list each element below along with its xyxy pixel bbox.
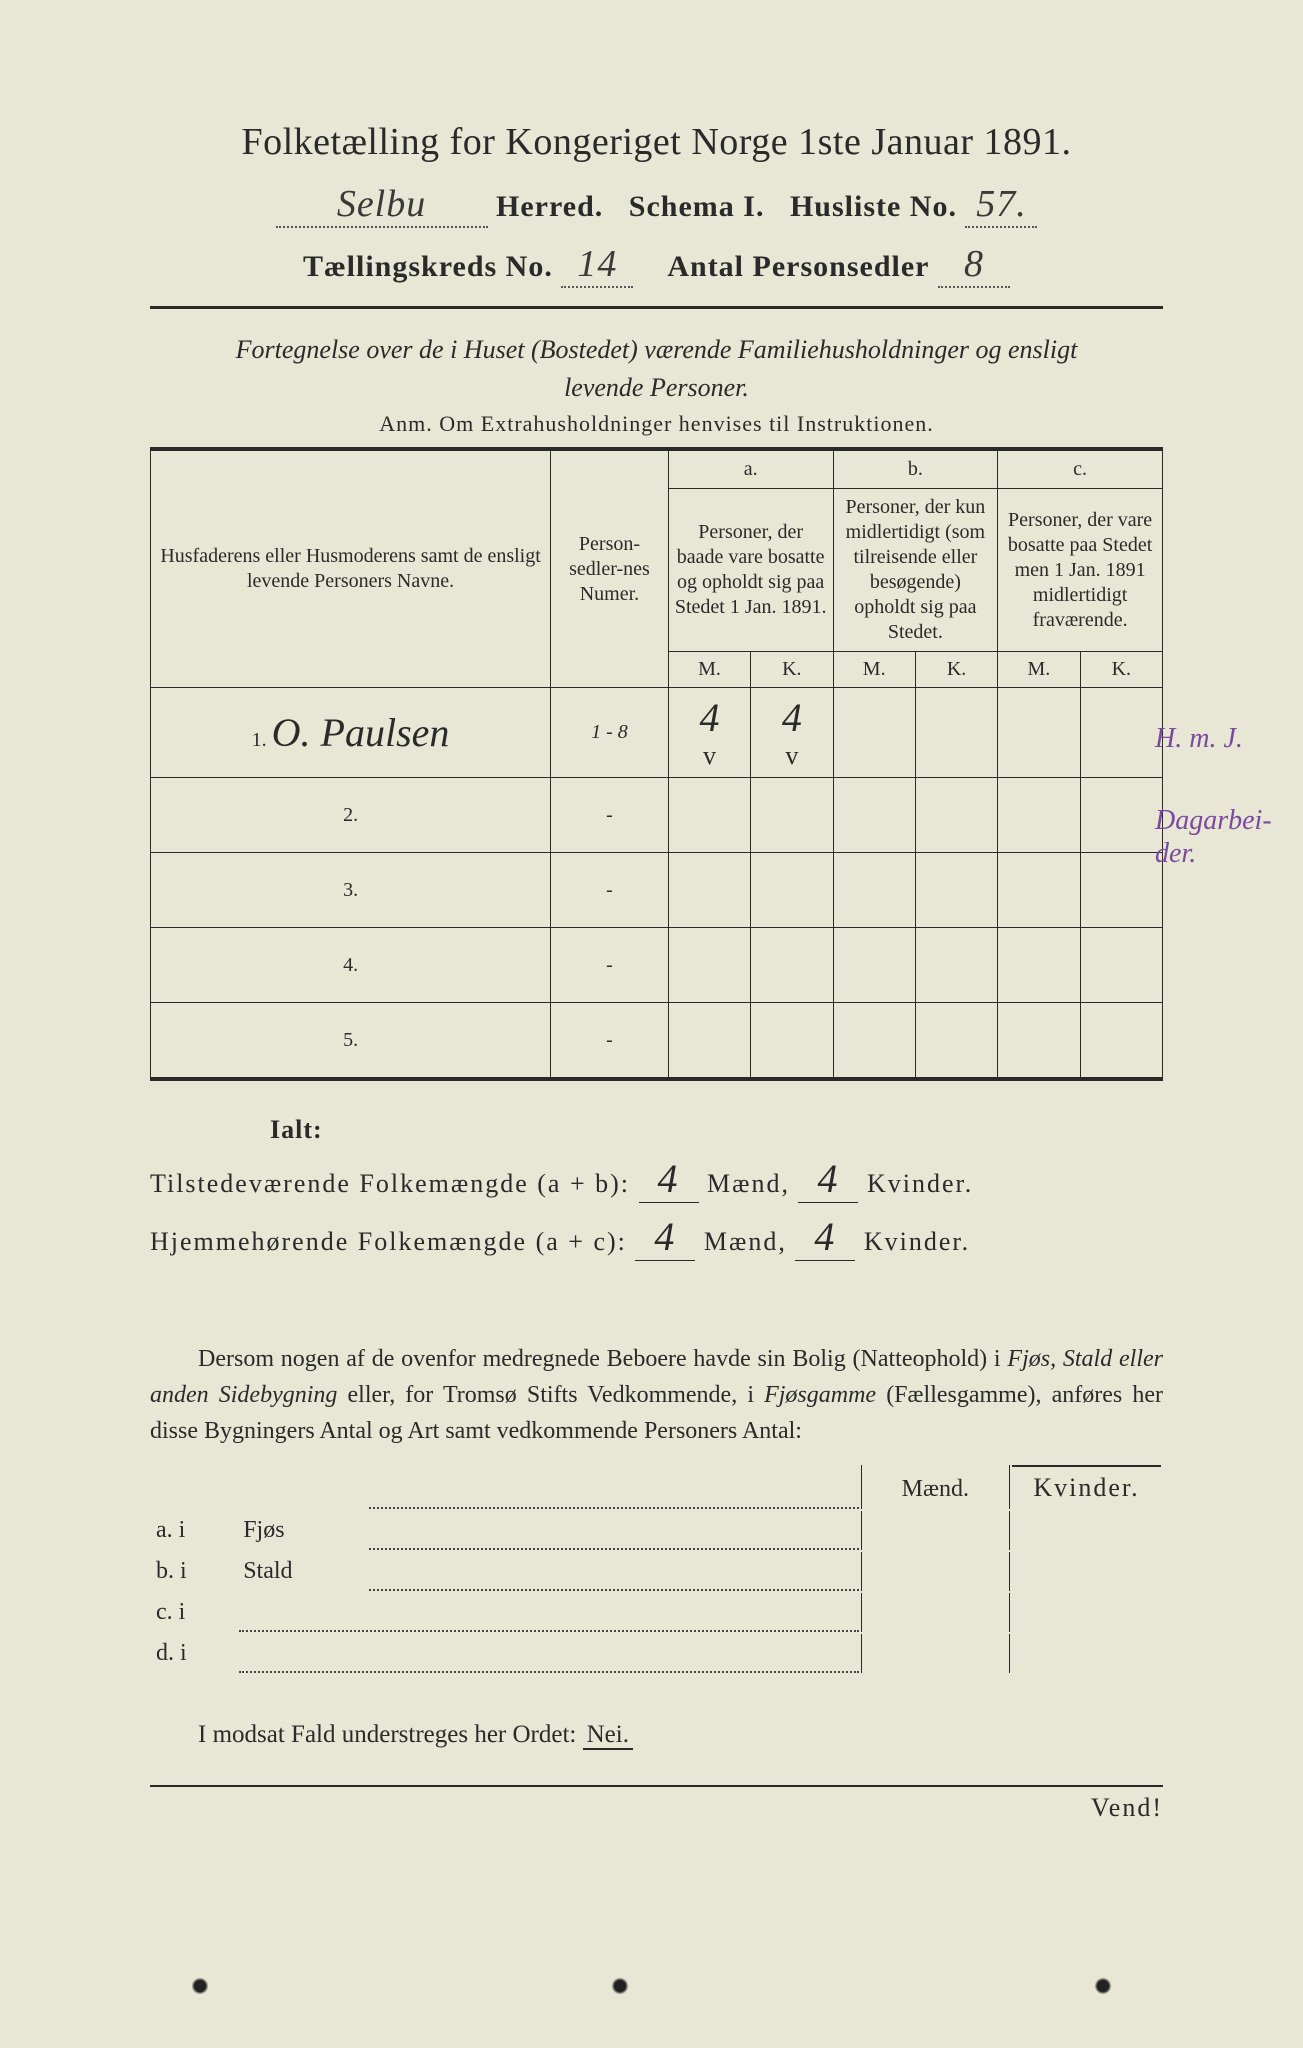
a-M: M. [668,652,750,688]
margin-annotation: H. m. J. Dagarbei- der. [1155,722,1285,871]
chk: v [757,741,826,771]
table-row: 3. - [151,853,1163,928]
maend-label: Mænd, [704,1227,787,1256]
cell-cK [1080,688,1162,778]
header-line-3: Tællingskreds No. 14 Antal Personsedler … [150,242,1163,288]
anm-note: Anm. Om Extrahusholdninger henvises til … [150,411,1163,437]
antal-no: 8 [938,242,1010,288]
main-table: Husfaderens eller Husmoderens samt de en… [150,447,1163,1081]
antal-label: Antal Personsedler [667,250,929,283]
val: 4 [675,694,744,741]
page-title: Folketælling for Kongeriget Norge 1ste J… [150,120,1163,164]
r1-m: 4 [639,1155,699,1203]
table-row: 4. - [151,928,1163,1003]
punch-hole-icon [190,1976,210,1996]
cell-bK [915,688,997,778]
row-num: 3. [151,853,551,928]
col-name-text: Husfaderens eller Husmoderens samt de en… [160,545,540,592]
cell-aK: 4v [751,688,833,778]
margin-l1: H. m. J. [1155,722,1285,756]
r1-k: 4 [798,1155,858,1203]
kvinder-label: Kvinder. [867,1169,973,1198]
c-M: M. [998,652,1080,688]
row2-label: Hjemmehørende Folkemængde (a + c): [150,1227,627,1256]
maend-label: Mænd, [707,1169,790,1198]
herred-label: Herred. [496,190,603,223]
sub-k: a. i [152,1511,237,1550]
col-c-label: c. [998,449,1163,489]
row-numer: - [551,1003,669,1080]
margin-l3: der. [1155,837,1285,871]
nei-word: Nei. [583,1721,633,1750]
sub-table: Mænd. Kvinder. a. i Fjøs b. i Stald c. i… [150,1463,1163,1675]
sub-row: c. i [152,1593,1161,1632]
ialt-label: Ialt: [270,1115,1163,1145]
herred-handwritten: Selbu [276,182,488,228]
col-name-header: Husfaderens eller Husmoderens samt de en… [151,449,551,688]
sub-label: Stald [239,1552,367,1591]
nei-line: I modsat Fald understreges her Ordet: Ne… [150,1721,1163,1749]
punch-hole-icon [1093,1976,1113,1996]
b-K: K. [915,652,997,688]
row1-label: Tilstedeværende Folkemængde (a + b): [150,1169,630,1198]
col-a-text: Personer, der baade vare bosatte og opho… [668,489,833,652]
col-numer-header: Person-sedler-nes Numer. [551,449,669,688]
row-numer: - [551,853,669,928]
col-b-text: Personer, der kun midlertidigt (som tilr… [833,489,998,652]
row-numer: - [551,778,669,853]
table-row: 5. - [151,1003,1163,1080]
col-a-label: a. [668,449,833,489]
subtitle-1: Fortegnelse over de i Huset (Bostedet) v… [150,335,1163,365]
census-form-page: Folketælling for Kongeriget Norge 1ste J… [0,0,1303,2048]
cell-bM [833,688,915,778]
sub-row: a. i Fjøs [152,1511,1161,1550]
kvinder-label: Kvinder. [864,1227,970,1256]
b-M: M. [833,652,915,688]
sub-label: Fjøs [239,1511,367,1550]
kreds-no: 14 [561,242,633,288]
vend-label: Vend! [150,1785,1163,1823]
col-b-label: b. [833,449,998,489]
sub-k: d. i [152,1634,237,1673]
husliste-no: 57. [965,182,1037,228]
table-row: 2. - [151,778,1163,853]
row-name: O. Paulsen [272,710,450,755]
margin-l2: Dagarbei- [1155,804,1285,838]
sub-kvinder: Kvinder. [1012,1465,1161,1509]
paragraph: Dersom nogen af de ovenfor medregnede Be… [150,1341,1163,1449]
cell-cM [998,688,1080,778]
punch-hole-icon [610,1976,630,1996]
sub-row: d. i [152,1634,1161,1673]
row-num: 1. [252,729,267,751]
a-K: K. [751,652,833,688]
sub-row: b. i Stald [152,1552,1161,1591]
r2-m: 4 [635,1213,695,1261]
col-c-text: Personer, der vare bosatte paa Stedet me… [998,489,1163,652]
chk: v [675,741,744,771]
row-numer: 1 - 8 [551,688,669,778]
schema-label: Schema I. [629,190,765,223]
subtitle-2: levende Personer. [150,373,1163,403]
row-numer: - [551,928,669,1003]
totals-row-2: Hjemmehørende Folkemængde (a + c): 4 Mæn… [150,1213,1163,1261]
totals-row-1: Tilstedeværende Folkemængde (a + b): 4 M… [150,1155,1163,1203]
divider [150,306,1163,309]
kreds-label: Tællingskreds No. [303,250,553,283]
c-K: K. [1080,652,1162,688]
table-row: 1. O. Paulsen 1 - 8 4v 4v [151,688,1163,778]
sub-k: b. i [152,1552,237,1591]
nei-text: I modsat Fald understreges her Ordet: [198,1721,576,1748]
sub-maend: Mænd. [861,1465,1010,1509]
cell-aM: 4v [668,688,750,778]
row-num: 4. [151,928,551,1003]
header-line-2: Selbu Herred. Schema I. Husliste No. 57. [150,182,1163,228]
val: 4 [757,694,826,741]
row-num: 5. [151,1003,551,1080]
row-num: 2. [151,778,551,853]
sub-k: c. i [152,1593,237,1632]
husliste-label: Husliste No. [790,190,957,223]
r2-k: 4 [795,1213,855,1261]
